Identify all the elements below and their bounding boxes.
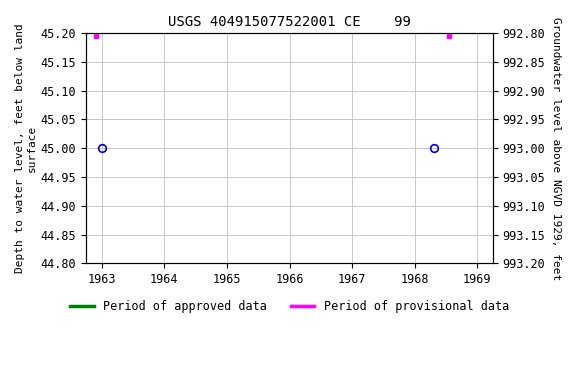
Y-axis label: Groundwater level above NGVD 1929, feet: Groundwater level above NGVD 1929, feet bbox=[551, 17, 561, 280]
Title: USGS 404915077522001 CE    99: USGS 404915077522001 CE 99 bbox=[168, 15, 411, 29]
Legend: Period of approved data, Period of provisional data: Period of approved data, Period of provi… bbox=[66, 295, 514, 318]
Y-axis label: Depth to water level, feet below land
surface: Depth to water level, feet below land su… bbox=[15, 23, 37, 273]
